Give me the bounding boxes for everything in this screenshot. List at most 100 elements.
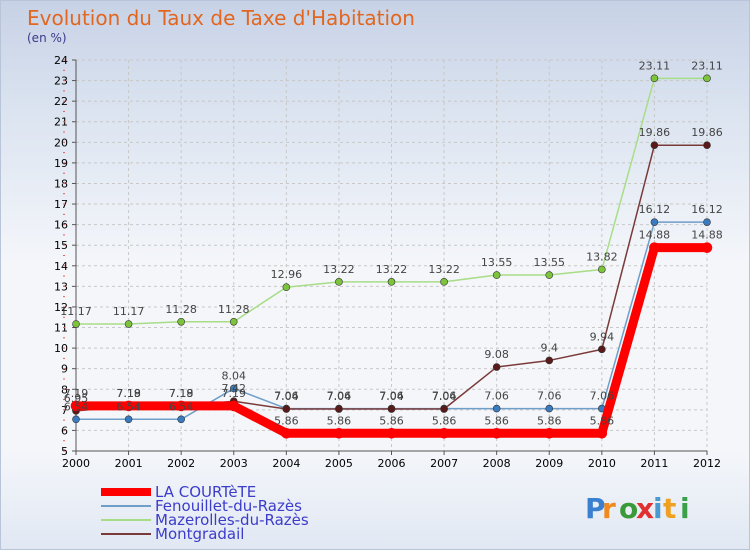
x-tick-label: 2001: [115, 457, 143, 470]
data-label: 7.18: [116, 387, 141, 400]
data-label: 9.4: [541, 341, 559, 354]
data-point: [440, 278, 448, 286]
data-label: 13.82: [586, 250, 618, 263]
y-tick-label: 15: [54, 239, 68, 252]
logo-letter: o: [619, 492, 638, 525]
logo-letter: t: [663, 492, 676, 525]
data-label: 7.06: [379, 390, 404, 403]
data-label: 7.19: [222, 387, 247, 400]
legend-label: Fenouillet-du-Razès: [155, 497, 302, 515]
data-point: [650, 141, 659, 149]
data-point: [703, 74, 711, 83]
data-point: [387, 405, 396, 413]
x-tick-label: 2009: [535, 457, 563, 470]
data-point: [598, 265, 606, 274]
data-label: 5.86: [484, 414, 509, 427]
data-label: 7.06: [537, 390, 562, 403]
data-point: [333, 428, 345, 439]
y-tick-label: 20: [54, 136, 68, 149]
data-point: [545, 356, 554, 365]
x-tick-label: 2012: [693, 457, 721, 470]
chart-title: Evolution du Taux de Taxe d'Habitation: [27, 6, 415, 30]
y-tick-label: 24: [54, 54, 68, 67]
data-point: [123, 400, 134, 412]
data-label: 5.86: [379, 414, 404, 427]
logo-letter: r: [602, 492, 616, 525]
data-point: [386, 428, 397, 439]
data-label: 7.04: [274, 390, 299, 403]
proxiti-logo: Pr oxi t i: [585, 492, 690, 525]
data-label: 5.86: [327, 414, 352, 427]
data-point: [701, 242, 713, 253]
data-label: 7.06: [484, 390, 509, 403]
data-label: 7.18: [169, 387, 194, 400]
y-tick-label: 11: [54, 322, 68, 335]
legend-label: Montgradail: [155, 525, 244, 543]
data-point: [177, 317, 185, 326]
data-point: [491, 428, 502, 439]
data-point: [545, 271, 554, 279]
data-label: 14.88: [639, 229, 671, 242]
series-0: [70, 242, 713, 439]
data-label: 7.19: [64, 387, 89, 400]
data-label: 19.86: [639, 126, 671, 139]
y-tick-label: 14: [54, 260, 68, 273]
data-labels: 7.19 7.19 7.19 7.19 5.86 5.86 5.86 5.86 5.86 5.86…: [60, 59, 723, 427]
data-point: [282, 283, 291, 291]
data-label: 11.17: [60, 305, 92, 318]
data-label: 14.88: [691, 229, 723, 242]
x-tick-label: 2010: [588, 457, 616, 470]
data-point: [72, 415, 80, 424]
data-label: 13.22: [376, 263, 408, 276]
data-label: 19.86: [691, 126, 723, 139]
legend: LA COURTèTEFenouillet-du-RazèsMazerolles…: [101, 483, 309, 543]
data-label: 11.28: [165, 303, 197, 316]
y-tick-label: 23: [54, 75, 68, 88]
data-label: 5.86: [537, 414, 562, 427]
y-tick-label: 16: [54, 219, 68, 232]
data-point: [335, 278, 343, 286]
data-label: 23.11: [691, 59, 723, 72]
x-tick-label: 2011: [640, 457, 668, 470]
y-tick-label: 21: [54, 116, 68, 129]
data-label: 23.11: [639, 59, 671, 72]
data-point: [703, 141, 711, 149]
data-label: 13.22: [428, 263, 460, 276]
x-tick-label: 2005: [325, 457, 353, 470]
data-point: [124, 320, 133, 328]
data-point: [387, 278, 396, 286]
axes: 5678910111213141516171819202122232420002…: [54, 54, 721, 470]
y-tick-label: 12: [54, 301, 68, 314]
data-label: 7.06: [327, 390, 352, 403]
data-label: 7.42: [222, 382, 247, 395]
logo-letter: P: [585, 492, 606, 525]
data-point: [649, 242, 660, 253]
data-label: 6.54: [169, 400, 194, 413]
x-tick-label: 2008: [483, 457, 511, 470]
x-tick-label: 2000: [62, 457, 90, 470]
data-point: [598, 345, 606, 354]
y-tick-label: 22: [54, 95, 68, 108]
data-label: 7.04: [432, 390, 457, 403]
data-label: 5.86: [432, 414, 457, 427]
x-tick-label: 2002: [167, 457, 195, 470]
y-tick-label: 19: [54, 157, 68, 170]
y-tick-label: 17: [54, 198, 68, 211]
data-label: 6.95: [64, 392, 89, 405]
data-point: [545, 404, 554, 413]
data-label: 7.06: [590, 390, 615, 403]
data-label: 5.86: [274, 414, 299, 427]
logo-letter: x: [636, 492, 654, 525]
data-point: [175, 400, 187, 412]
legend-label: Mazerolles-du-Razès: [155, 511, 309, 529]
data-point: [228, 400, 240, 412]
data-point: [281, 428, 292, 439]
data-point: [72, 320, 80, 328]
data-label: 7.06: [432, 390, 457, 403]
series-layer: [70, 74, 713, 439]
data-label: 6.54: [64, 400, 89, 413]
data-point: [703, 218, 711, 226]
logo-letter: i: [680, 492, 690, 525]
data-label: 16.12: [639, 203, 671, 216]
